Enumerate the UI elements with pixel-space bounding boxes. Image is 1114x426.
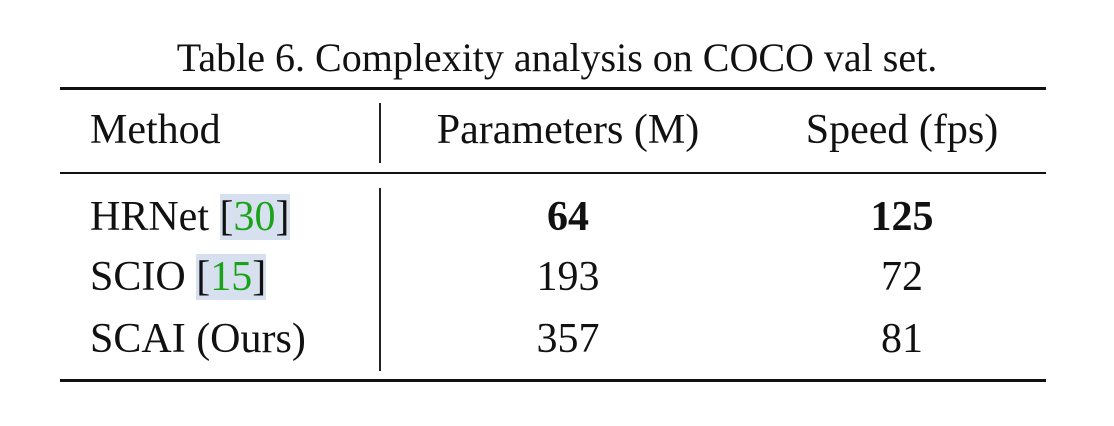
params-cell: 357 — [536, 316, 600, 362]
column-divider — [379, 103, 381, 163]
header-cell: Parameters (M) — [436, 107, 700, 153]
header-cell: Method — [90, 107, 221, 153]
method-name: HRNet — [90, 194, 209, 240]
header-rule — [60, 172, 1046, 174]
citation[interactable]: [30] — [219, 194, 290, 240]
method-cell: HRNet [30] — [90, 192, 290, 242]
header-cell: Speed (fps) — [805, 107, 999, 153]
method-cell: SCAI (Ours) — [90, 314, 306, 364]
citation[interactable]: [15] — [196, 254, 267, 300]
table-caption: Table 6. Complexity analysis on COCO val… — [176, 35, 938, 80]
method-name: SCAI (Ours) — [90, 316, 306, 362]
top-rule — [60, 87, 1046, 90]
params-cell: 193 — [536, 254, 600, 300]
params-cell: 64 — [547, 194, 589, 240]
speed-cell: 125 — [870, 194, 934, 240]
citation-number: 15 — [210, 254, 253, 300]
speed-cell: 72 — [881, 254, 923, 300]
speed-cell: 81 — [881, 316, 923, 362]
column-divider — [379, 188, 381, 371]
bottom-rule — [60, 379, 1046, 382]
method-cell: SCIO [15] — [90, 252, 267, 302]
citation-number: 30 — [233, 194, 276, 240]
method-name: SCIO — [90, 254, 186, 300]
